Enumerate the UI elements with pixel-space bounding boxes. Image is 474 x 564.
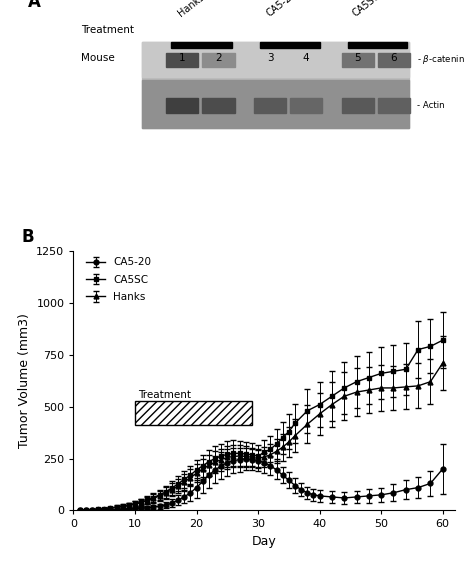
Text: CA5-20: CA5-20 bbox=[264, 0, 299, 19]
Text: CA5SC: CA5SC bbox=[350, 0, 382, 19]
Bar bbox=[142, 42, 409, 77]
Bar bbox=[171, 42, 232, 48]
Text: 1: 1 bbox=[179, 53, 185, 63]
Text: Mouse: Mouse bbox=[81, 53, 115, 63]
Bar bbox=[348, 42, 407, 48]
X-axis label: Day: Day bbox=[252, 535, 277, 548]
Text: 6: 6 bbox=[391, 53, 397, 63]
Bar bbox=[166, 98, 199, 113]
Y-axis label: Tumor Volume (mm3): Tumor Volume (mm3) bbox=[18, 313, 31, 448]
Bar bbox=[260, 42, 319, 48]
Bar bbox=[342, 98, 374, 113]
Text: - $\beta$-catenin: - $\beta$-catenin bbox=[417, 53, 465, 67]
Text: 2: 2 bbox=[215, 53, 222, 63]
Bar bbox=[166, 52, 199, 67]
Text: 5: 5 bbox=[355, 53, 361, 63]
Text: 4: 4 bbox=[303, 53, 310, 63]
Bar bbox=[135, 402, 252, 425]
Bar bbox=[290, 98, 322, 113]
Text: A: A bbox=[27, 0, 41, 11]
Text: Hanks: Hanks bbox=[176, 0, 207, 19]
Bar bbox=[342, 52, 374, 67]
Bar bbox=[378, 52, 410, 67]
Text: Treatment: Treatment bbox=[81, 25, 134, 35]
Bar bbox=[202, 52, 235, 67]
Bar bbox=[142, 80, 409, 127]
Text: 3: 3 bbox=[267, 53, 273, 63]
Bar bbox=[254, 98, 286, 113]
Bar bbox=[378, 98, 410, 113]
Text: Treatment: Treatment bbox=[138, 390, 191, 400]
Legend: CA5-20, CA5SC, Hanks: CA5-20, CA5SC, Hanks bbox=[86, 257, 151, 302]
Text: B: B bbox=[22, 228, 35, 246]
Bar bbox=[202, 98, 235, 113]
Text: - Actin: - Actin bbox=[417, 101, 445, 110]
Bar bbox=[142, 42, 409, 127]
